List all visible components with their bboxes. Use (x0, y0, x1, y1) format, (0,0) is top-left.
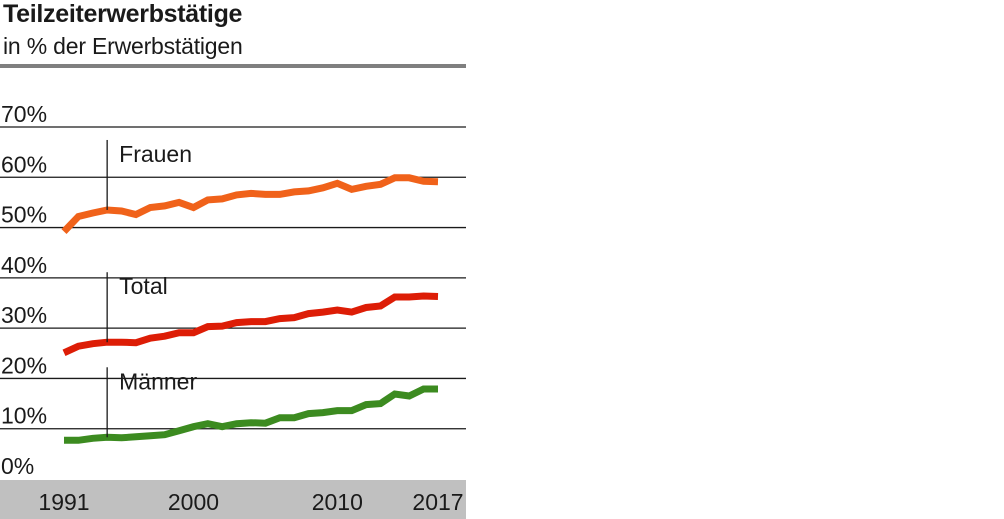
y-tick-label: 50% (1, 202, 47, 228)
y-tick-label: 70% (1, 101, 47, 127)
series-line-männer (64, 385, 438, 444)
x-tick-label: 2010 (312, 489, 363, 515)
x-tick-label: 2000 (168, 489, 219, 515)
y-tick-label: 10% (1, 403, 47, 429)
x-tick-label: 2017 (412, 489, 463, 515)
series-line-total (62, 292, 439, 356)
series-label-frauen: Frauen (119, 141, 192, 167)
y-tick-label: 20% (1, 352, 47, 378)
y-tick-label: 30% (1, 302, 47, 328)
x-axis-band (0, 480, 466, 519)
x-tick-label: 1991 (38, 489, 89, 515)
chart-title: Teilzeiterwerbstätige (3, 0, 243, 28)
y-tick-label: 60% (1, 151, 47, 177)
series-label-total: Total (119, 273, 168, 299)
y-tick-label: 40% (1, 252, 47, 278)
series-label-männer: Männer (119, 368, 197, 394)
series-line-frauen (61, 174, 439, 235)
chart-subtitle: in % der Erwerbstätigen (3, 33, 243, 59)
y-tick-label: 0% (1, 453, 34, 479)
header-rule (0, 64, 466, 68)
